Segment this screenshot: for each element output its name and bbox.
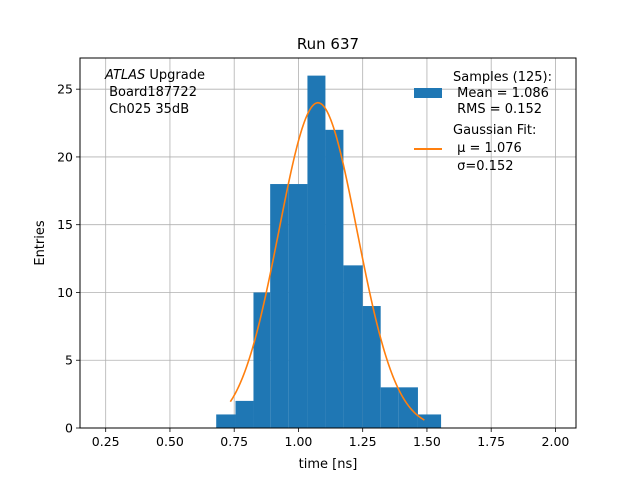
- legend-samples-line-2: Mean = 1.086: [453, 86, 549, 101]
- x-tick-label: 1.75: [477, 434, 505, 449]
- legend: Samples (125): Mean = 1.086 RMS = 0.152 …: [414, 70, 552, 174]
- y-tick-label: 10: [57, 285, 73, 300]
- x-axis-label: time [ns]: [299, 457, 358, 472]
- x-tick-label: 0.25: [92, 434, 120, 449]
- legend-samples-line-1: Samples (125):: [453, 70, 552, 85]
- y-tick-label: 0: [65, 421, 73, 436]
- x-tick-label: 1.25: [349, 434, 377, 449]
- x-axis-ticks: 0.25 0.50 0.75 1.00 1.25 1.50 1.75 2.00: [92, 428, 570, 449]
- legend-fit-line-3: σ=0.152: [453, 159, 513, 174]
- x-tick-label: 2.00: [542, 434, 570, 449]
- x-tick-label: 1.00: [285, 434, 313, 449]
- y-axis-label: Entries: [33, 220, 48, 266]
- histogram-bar: [380, 387, 399, 428]
- y-axis-ticks: 0 5 10 15 20 25: [57, 82, 80, 436]
- x-tick-label: 0.50: [156, 434, 184, 449]
- annotation-italic-word: ATLAS: [104, 68, 145, 83]
- legend-fit-line-1: Gaussian Fit:: [453, 123, 536, 138]
- histogram-bar: [235, 400, 254, 428]
- plot-frame: [79, 57, 577, 429]
- x-tick-label: 1.50: [413, 434, 441, 449]
- y-tick-label: 20: [57, 149, 73, 164]
- legend-samples-line-3: RMS = 0.152: [453, 102, 542, 117]
- legend-fit-line-2: μ = 1.076: [453, 141, 522, 156]
- histogram-bar: [325, 129, 344, 429]
- histogram-bar: [288, 184, 308, 428]
- histogram-bar: [417, 414, 442, 428]
- y-tick-label: 15: [57, 217, 73, 232]
- y-tick-label: 5: [65, 353, 73, 368]
- run-annotation: ATLAS Upgrade Board187722 Ch025 35dB: [104, 68, 205, 117]
- legend-samples-patch: [414, 88, 442, 98]
- gaussian-fit-curve: [229, 101, 425, 421]
- histogram-bar: [307, 75, 326, 428]
- histogram-bar: [216, 414, 236, 428]
- x-tick-label: 0.75: [220, 434, 248, 449]
- annotation-line-3: Ch025 35dB: [105, 102, 189, 117]
- histogram-bar: [270, 184, 289, 428]
- chart-title: Run 637: [297, 35, 359, 53]
- histogram-bar: [362, 306, 381, 428]
- histogram-bars: [216, 75, 442, 429]
- annotation-line-2: Board187722: [105, 85, 197, 100]
- annotation-line-1: ATLAS Upgrade: [104, 68, 205, 83]
- histogram-bar: [343, 265, 363, 428]
- y-tick-label: 25: [57, 82, 73, 97]
